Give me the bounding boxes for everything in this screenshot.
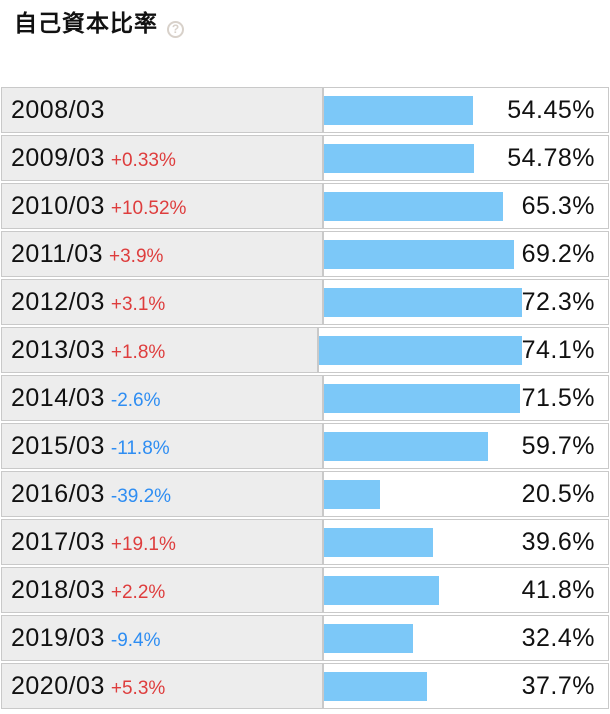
period-label: 2008/03 [11, 96, 105, 124]
period-label: 2015/03 [11, 432, 105, 460]
change-label: -39.2% [110, 486, 172, 507]
period-label: 2011/03 [11, 240, 104, 268]
table-row: 2011/03 +3.9% 69.2% [1, 231, 609, 277]
period-label: 2020/03 [11, 672, 105, 700]
value-label: 72.3% [521, 287, 595, 316]
row-bar-cell: 39.6% [324, 520, 608, 564]
row-label-cell: 2020/03 +5.3% [2, 664, 324, 708]
value-bar [324, 95, 474, 125]
table-row: 2008/03 54.45% [1, 87, 609, 133]
value-label: 54.45% [507, 95, 595, 124]
value-label: 32.4% [521, 623, 595, 652]
row-bar-cell: 59.7% [324, 424, 608, 468]
row-bar-cell: 20.5% [324, 472, 608, 516]
value-bar [318, 335, 522, 365]
row-label-cell: 2009/03 +0.33% [2, 136, 324, 180]
change-label: +19.1% [110, 534, 176, 555]
row-label-cell: 2012/03 +3.1% [2, 280, 324, 324]
change-label: +3.9% [109, 246, 164, 267]
equity-ratio-table: 2008/03 54.45% 2009/03 +0.33% 54.78% 2010/03 +… [1, 87, 609, 709]
value-bar [324, 143, 475, 173]
table-row: 2020/03 +5.3% 37.7% [1, 663, 609, 709]
change-label: +10.52% [110, 198, 187, 219]
change-label: -2.6% [110, 390, 161, 411]
period-label: 2019/03 [11, 624, 105, 652]
table-row: 2017/03 +19.1% 39.6% [1, 519, 609, 565]
period-label: 2017/03 [11, 528, 105, 556]
row-bar-cell: 37.7% [324, 664, 608, 708]
value-bar [324, 239, 514, 269]
table-row: 2018/03 +2.2% 41.8% [1, 567, 609, 613]
period-label: 2013/03 [11, 336, 105, 364]
period-label: 2010/03 [11, 192, 105, 220]
widget-header: 自己資本比率 ? [0, 0, 610, 87]
table-row: 2019/03 -9.4% 32.4% [1, 615, 609, 661]
row-label-cell: 2016/03 -39.2% [2, 472, 324, 516]
table-row: 2014/03 -2.6% 71.5% [1, 375, 609, 421]
row-label-cell: 2008/03 [2, 88, 324, 132]
row-label-cell: 2019/03 -9.4% [2, 616, 324, 660]
page-title: 自己資本比率 [14, 10, 158, 36]
row-bar-cell: 41.8% [324, 568, 608, 612]
row-label-cell: 2015/03 -11.8% [2, 424, 324, 468]
value-bar [324, 671, 428, 701]
value-label: 59.7% [521, 431, 595, 460]
value-label: 65.3% [521, 191, 595, 220]
row-bar-cell: 71.5% [324, 376, 608, 420]
table-row: 2010/03 +10.52% 65.3% [1, 183, 609, 229]
change-label: -11.8% [110, 438, 170, 459]
value-label: 69.2% [521, 239, 595, 268]
help-question-icon[interactable]: ? [167, 21, 184, 38]
change-label: +0.33% [110, 150, 176, 171]
row-bar-cell: 54.78% [324, 136, 608, 180]
value-label: 74.1% [521, 335, 595, 364]
value-label: 54.78% [507, 143, 595, 172]
table-row: 2013/03 +1.8% 74.1% [1, 327, 609, 373]
row-label-cell: 2014/03 -2.6% [2, 376, 324, 420]
value-label: 41.8% [521, 575, 595, 604]
row-bar-cell: 69.2% [324, 232, 608, 276]
change-label: +3.1% [110, 294, 166, 315]
row-bar-cell: 74.1% [318, 328, 608, 372]
change-label: +1.8% [110, 342, 166, 363]
table-row: 2015/03 -11.8% 59.7% [1, 423, 609, 469]
period-label: 2018/03 [11, 576, 105, 604]
value-bar [324, 623, 413, 653]
value-bar [324, 479, 381, 509]
period-label: 2009/03 [11, 144, 105, 172]
row-label-cell: 2017/03 +19.1% [2, 520, 324, 564]
table-row: 2012/03 +3.1% 72.3% [1, 279, 609, 325]
value-label: 20.5% [521, 479, 595, 508]
table-row: 2009/03 +0.33% 54.78% [1, 135, 609, 181]
row-bar-cell: 65.3% [324, 184, 608, 228]
row-label-cell: 2010/03 +10.52% [2, 184, 324, 228]
period-label: 2016/03 [11, 480, 105, 508]
change-label: +5.3% [110, 678, 166, 699]
value-bar [324, 383, 520, 413]
value-bar [324, 527, 433, 557]
value-bar [323, 287, 522, 317]
value-label: 71.5% [521, 383, 595, 412]
row-bar-cell: 32.4% [324, 616, 608, 660]
change-label: +2.2% [110, 582, 166, 603]
table-row: 2016/03 -39.2% 20.5% [1, 471, 609, 517]
period-label: 2014/03 [11, 384, 105, 412]
row-bar-cell: 72.3% [323, 280, 608, 324]
row-label-cell: 2013/03 +1.8% [2, 328, 319, 372]
value-bar [324, 575, 439, 605]
row-label-cell: 2011/03 +3.9% [2, 232, 324, 276]
value-bar [324, 431, 488, 461]
value-bar [324, 191, 503, 221]
period-label: 2012/03 [11, 288, 105, 316]
change-label: -9.4% [110, 630, 161, 651]
value-label: 39.6% [521, 527, 595, 556]
row-label-cell: 2018/03 +2.2% [2, 568, 324, 612]
value-label: 37.7% [521, 671, 595, 700]
row-bar-cell: 54.45% [324, 88, 608, 132]
